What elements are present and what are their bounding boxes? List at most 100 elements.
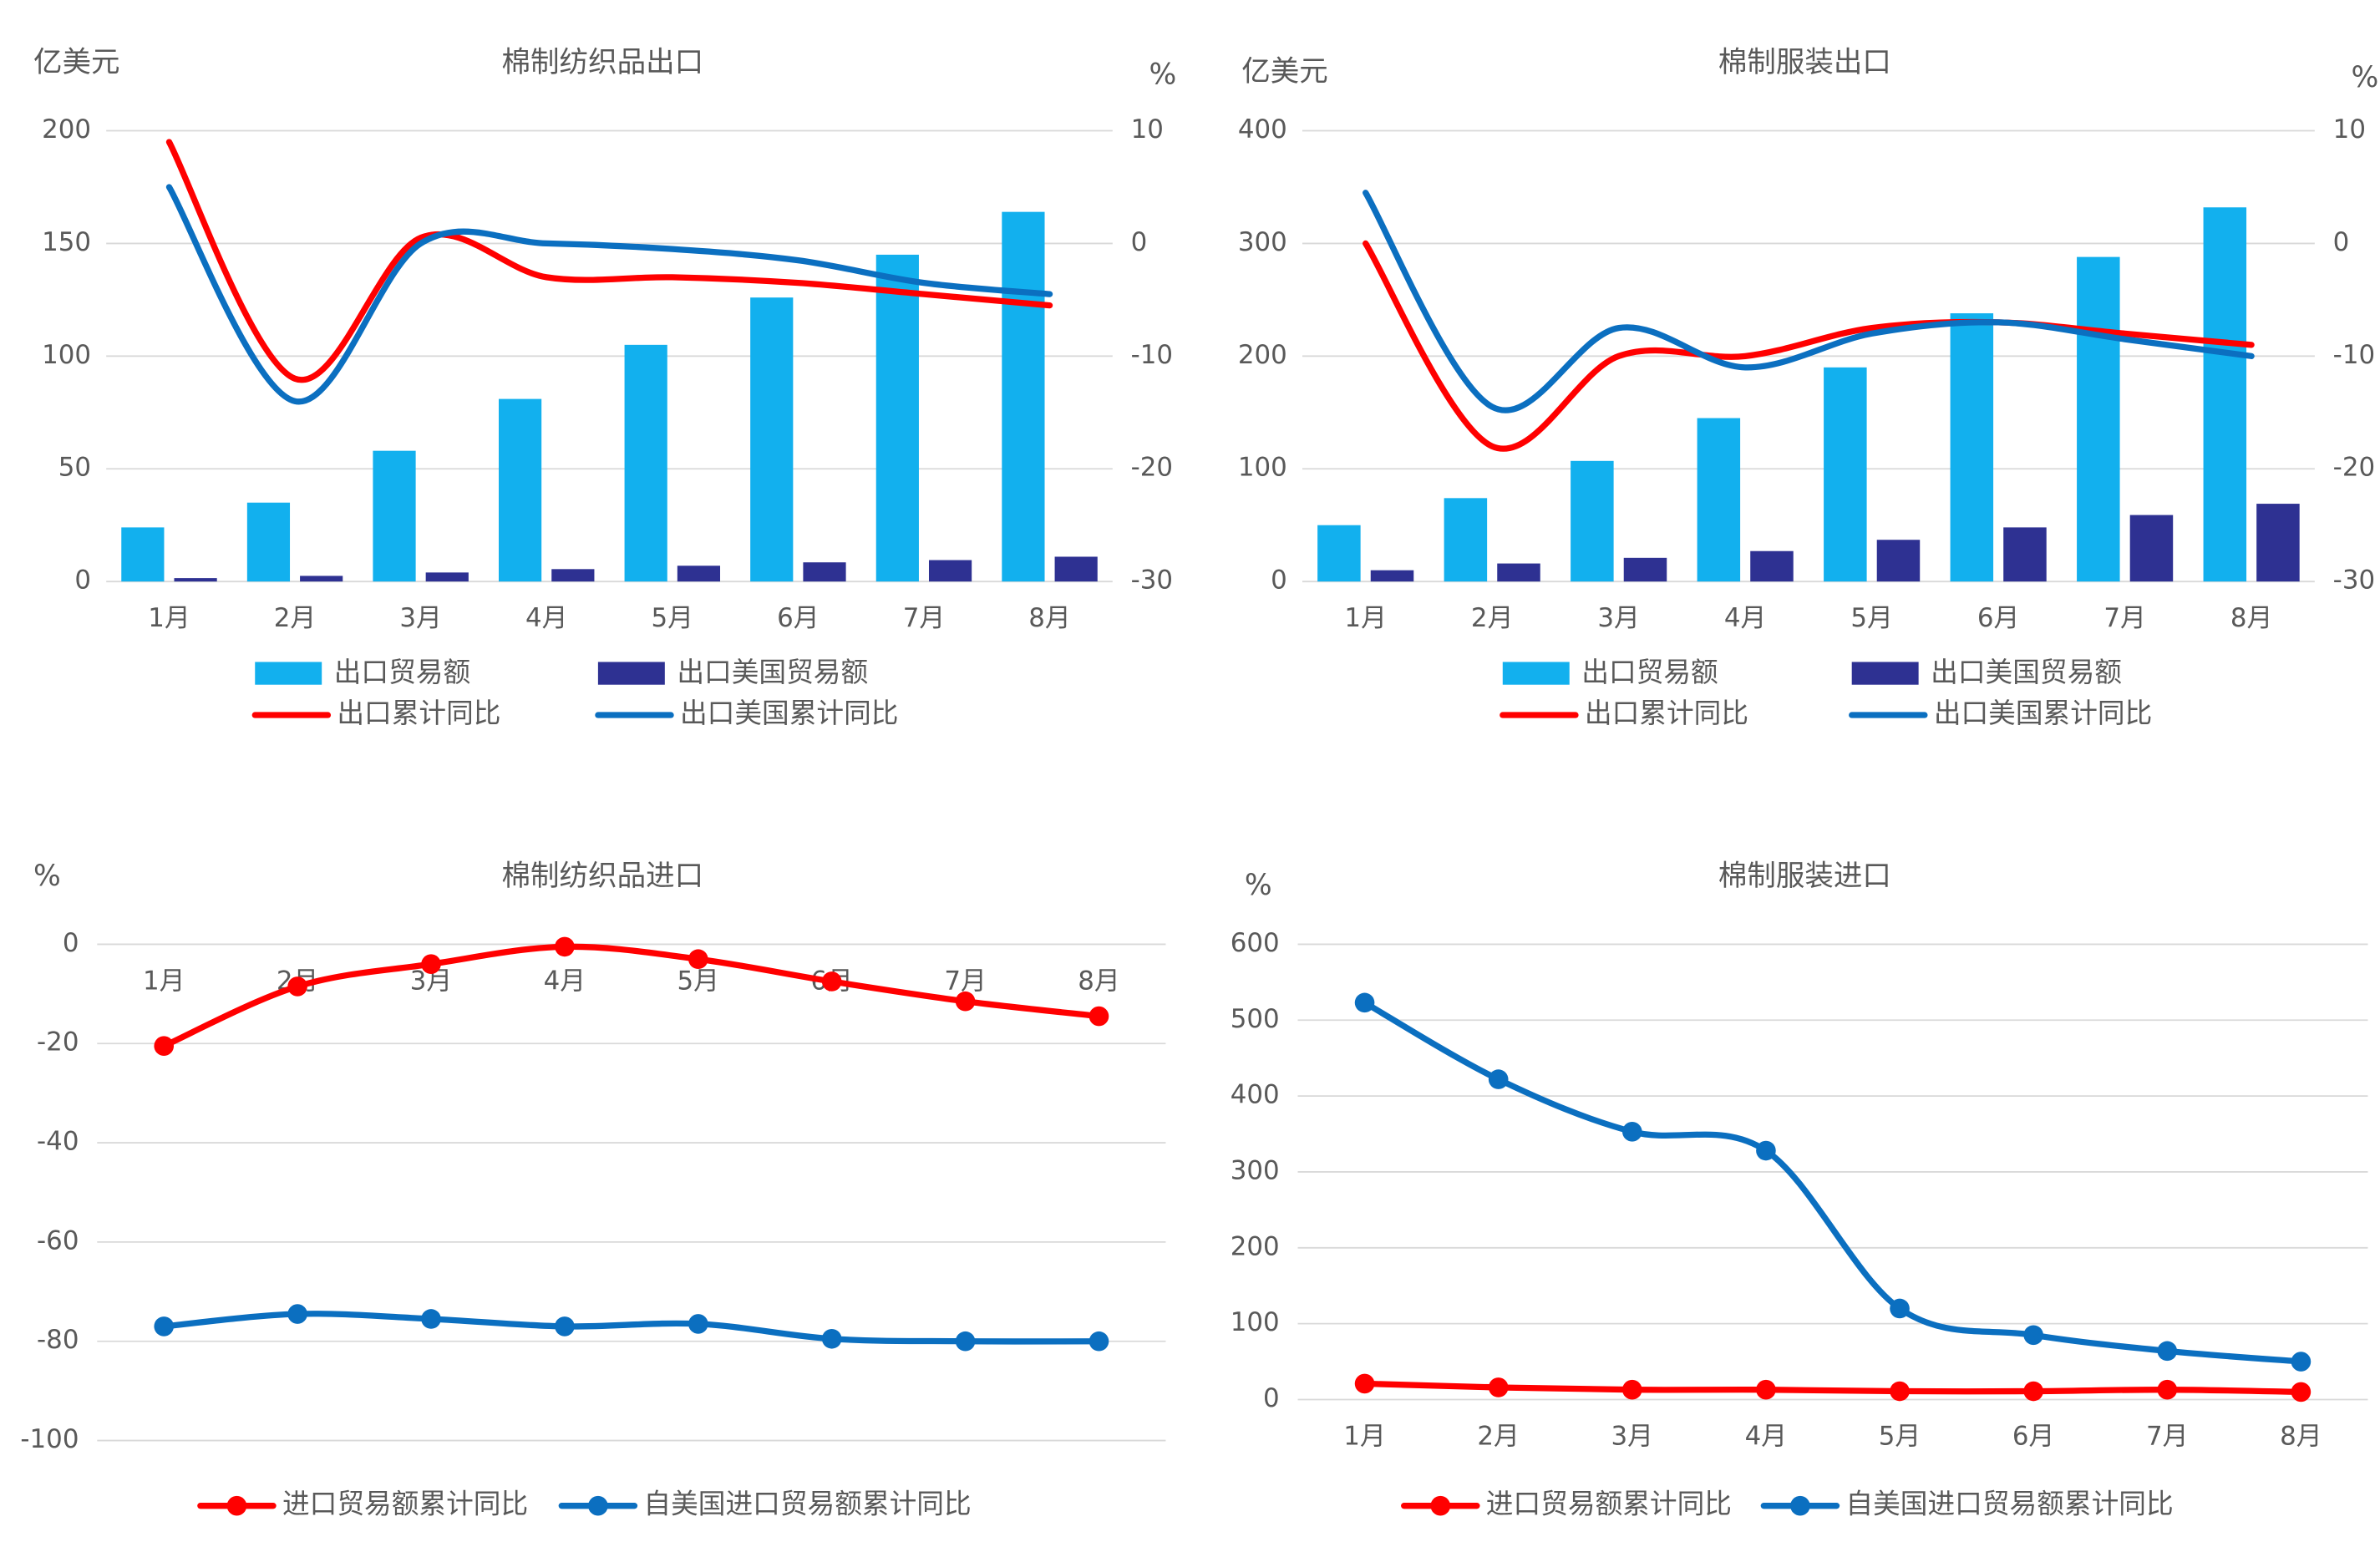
chart3-title: 棉制纺织品进口: [502, 860, 704, 893]
chart3-x-tick-label: 7月: [944, 966, 987, 996]
chart3-y-tick-label: -80: [37, 1325, 79, 1355]
chart1-bar-export: [373, 450, 416, 582]
chart3-data-point: [421, 954, 441, 974]
chart4-x-tick-label: 5月: [1879, 1421, 1921, 1451]
chart4-data-point: [1890, 1298, 1910, 1319]
chart3-y-tick-label: -100: [20, 1424, 79, 1454]
chart2-bar-export-us: [1623, 557, 1667, 582]
chart2-series-line-3: [1363, 190, 2255, 413]
chart4-data-point: [2291, 1382, 2311, 1402]
chart1-legend-swatch-bar: [255, 662, 322, 685]
chart1-bar-export: [121, 527, 165, 582]
chart4-data-point: [1621, 1121, 1642, 1142]
chart2-legend-label: 出口累计同比: [1585, 697, 1748, 729]
chart3-data-point: [688, 1314, 708, 1334]
chart4-x-tick-label: 8月: [2280, 1421, 2322, 1451]
chart1-y2-tick-label: -30: [1131, 566, 1173, 596]
chart1-legend-label: 出口累计同比: [337, 697, 500, 729]
chart3-data-point: [688, 949, 708, 970]
chart2-x-tick-label: 8月: [2230, 603, 2273, 633]
chart1-y2-tick-label: 0: [1131, 227, 1148, 257]
chart4-data-point: [1890, 1381, 1910, 1402]
chart3-legend-swatch-marker: [226, 1495, 247, 1516]
chart1-bar-export: [498, 398, 542, 582]
chart2-bar-export: [1950, 313, 1994, 582]
chart3-data-point: [287, 1304, 307, 1324]
chart4-y-axis-label: %: [1245, 869, 1272, 902]
chart1-x-tick-label: 7月: [903, 603, 946, 633]
chart1-y2-tick-label: -20: [1131, 453, 1173, 483]
chart3-data-point: [955, 991, 976, 1012]
chart2-y-tick-label: 400: [1238, 114, 1287, 145]
chart4-y-tick-label: 500: [1231, 1004, 1280, 1034]
chart3-y-tick-label: -60: [37, 1225, 79, 1255]
chart1-bar-export-us: [174, 578, 217, 582]
chart4-x-tick-label: 2月: [1477, 1421, 1520, 1451]
chart1-series-line-2: [165, 139, 1053, 383]
chart1-legend-swatch-bar: [597, 662, 665, 685]
chart2-series-line-2: [1363, 240, 2255, 452]
chart1-y-tick-label: 200: [42, 114, 91, 145]
chart1-y2-tick-label: 10: [1131, 114, 1164, 145]
chart1-legend-label: 出口贸易额: [334, 657, 470, 688]
chart2-y2-axis-label: %: [2351, 61, 2378, 94]
chart1-bar-export-us: [551, 569, 595, 582]
chart2-x-tick-label: 4月: [1724, 603, 1767, 633]
chart3-y-tick-label: -40: [37, 1127, 79, 1157]
chart1-y2-axis-label: %: [1149, 58, 1176, 92]
chart4-data-point: [2023, 1381, 2043, 1402]
chart2-bar-export: [1317, 525, 1361, 582]
chart3-data-point: [555, 936, 575, 957]
chart3-data-point: [821, 971, 842, 992]
chart2-x-tick-label: 1月: [1344, 603, 1387, 633]
chart4-x-tick-label: 3月: [1611, 1421, 1654, 1451]
chart1-bar-export-us: [425, 572, 469, 582]
chart4-data-point: [1354, 1373, 1375, 1394]
chart3-data-point: [421, 1309, 441, 1329]
chart1-x-tick-label: 8月: [1028, 603, 1071, 633]
chart2-y2-tick-label: -30: [2333, 566, 2375, 596]
chart4-y-tick-label: 300: [1231, 1155, 1280, 1185]
chart2-bar-export-us: [2129, 515, 2174, 582]
chart2-bar-export: [1571, 460, 1614, 582]
chart4-data-point: [1354, 992, 1375, 1013]
chart2-x-tick-label: 3月: [1597, 603, 1640, 633]
chart3-data-point: [1089, 1331, 1109, 1352]
chart4-x-tick-label: 6月: [2012, 1421, 2055, 1451]
chart2-x-tick-label: 2月: [1471, 603, 1514, 633]
chart3-x-tick-label: 5月: [677, 966, 720, 996]
chart1-bar-export-us: [677, 566, 721, 582]
chart3-series-line-1: [160, 1311, 1103, 1345]
chart4-series-line-1: [1361, 999, 2305, 1365]
chart1-bar-export-us: [300, 576, 343, 582]
chart2-bar-export: [1444, 498, 1488, 582]
chart2-y-axis-label: 亿美元: [1241, 55, 1328, 89]
chart1-bar-export-us: [928, 560, 972, 582]
chart3-x-tick-label: 4月: [544, 966, 586, 996]
chart4-data-point: [1756, 1140, 1776, 1161]
chart4-y-tick-label: 400: [1231, 1080, 1280, 1110]
chart2-bar-export: [1824, 367, 1867, 582]
chart3-legend-label: 进口贸易额累计同比: [282, 1489, 528, 1520]
chart1-y-tick-label: 100: [42, 340, 91, 370]
chart1-y2-tick-label: -10: [1131, 340, 1173, 370]
chart2-legend-swatch-bar: [1502, 662, 1570, 685]
chart4-x-tick-label: 4月: [1745, 1421, 1788, 1451]
chart1-x-tick-label: 4月: [525, 603, 568, 633]
chart2-legend-label: 出口美国贸易额: [1931, 657, 2122, 688]
chart2-bar-export: [2203, 207, 2247, 582]
chart2-x-tick-label: 7月: [2103, 603, 2146, 633]
chart1-bar-export: [624, 344, 667, 582]
chart4-legend-label: 自美国进口贸易额累计同比: [1845, 1489, 2173, 1520]
chart4-y-tick-label: 100: [1231, 1307, 1280, 1337]
chart4-data-point: [1488, 1069, 1509, 1089]
chart4-y-tick-label: 600: [1231, 928, 1280, 958]
chart2-y-tick-label: 100: [1238, 453, 1287, 483]
chart3-legend-swatch-marker: [588, 1495, 608, 1516]
chart4-legend-label: 进口贸易额累计同比: [1486, 1489, 1732, 1520]
chart2-y-tick-label: 200: [1238, 340, 1287, 370]
chart1-y-tick-label: 0: [74, 566, 91, 596]
chart3-x-tick-label: 1月: [143, 966, 185, 996]
chart4-data-point: [2291, 1352, 2311, 1372]
